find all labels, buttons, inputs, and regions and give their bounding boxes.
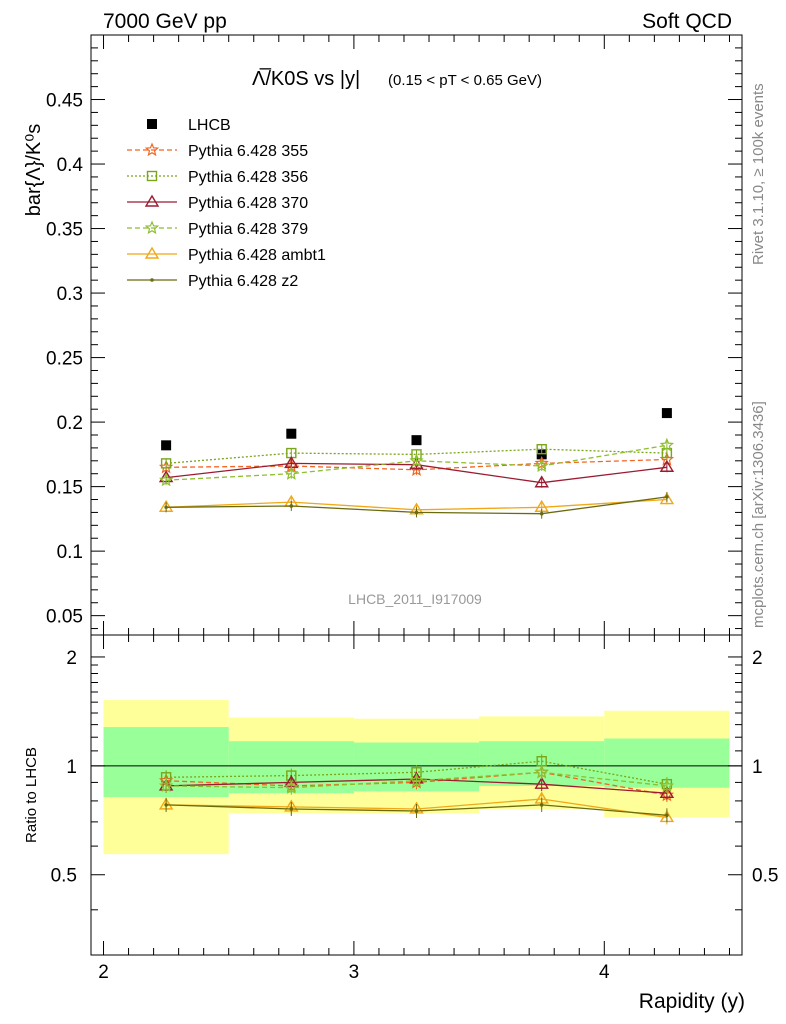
main-title: Λ̅/K0S vs |y| (252, 67, 360, 90)
legend: LHCB Pythia 6.428 355 Pythia 6.428 356 Pyth… (127, 117, 326, 290)
main-panel: 0.05 0.1 0.15 0.2 0.25 0.3 0.35 0.4 0.45 Λ̅/K0S … (23, 34, 743, 636)
watermark: LHCB_2011_I917009 (348, 591, 482, 607)
legend-label: LHCB (188, 117, 231, 134)
series-line (166, 448, 667, 465)
legend-item-lhcb: LHCB (147, 117, 231, 134)
data-point (409, 462, 424, 476)
data-point (284, 466, 299, 480)
header-left: 7000 GeV pp (103, 10, 227, 33)
data-point (161, 440, 172, 451)
ratio-data-point (158, 778, 174, 793)
legend-label: Pythia 6.428 379 (188, 221, 308, 238)
x-tick-label: 2 (98, 962, 109, 983)
main-y-tick-label: 0.3 (57, 284, 83, 305)
data-point (536, 443, 547, 455)
legend-item-pythia-6-428-ambt1: Pythia 6.428 ambt1 (127, 246, 326, 264)
ratio-panel-frame (90, 634, 743, 956)
ratio-data-point (289, 807, 294, 811)
main-y-tick-label: 0.05 (46, 607, 83, 628)
data-point (539, 511, 544, 516)
x-tick-label: 4 (599, 962, 610, 983)
main-y-label: bar{Λ}/K⁰s (23, 124, 45, 217)
ratio-data-point (539, 803, 544, 807)
legend-item-pythia-6-428-z2: Pythia 6.428 z2 (127, 273, 298, 290)
header-right: Soft QCD (642, 10, 732, 33)
main-x-ticks (103, 35, 730, 635)
legend-marker (150, 278, 154, 282)
ratio-data-point (665, 813, 669, 818)
legend-label: Pythia 6.428 356 (188, 169, 308, 186)
data-point (665, 495, 669, 499)
data-point (659, 459, 675, 472)
ratio-data-point (164, 803, 168, 807)
data-point (414, 510, 419, 515)
ratio-y-tick-label-right: 1 (752, 757, 763, 778)
ratio-data-point (659, 785, 675, 798)
legend-marker (144, 194, 160, 207)
data-point (158, 472, 174, 487)
data-point (409, 453, 424, 467)
data-point (661, 408, 672, 419)
ratio-y-tick-label-right: 0.5 (752, 866, 778, 887)
ratio-data-point (534, 764, 549, 779)
ratio-series-pythia-6-428-379 (158, 764, 675, 795)
legend-label: Pythia 6.428 355 (188, 143, 308, 160)
series-pythia-6-428-z2 (164, 491, 669, 519)
ratio-x-axis: 2 3 4 (98, 635, 730, 983)
ratio-y-tick-label: 0.5 (51, 866, 77, 887)
main-y-axis: 0.05 0.1 0.15 0.2 0.25 0.3 0.35 0.4 0.45 (46, 47, 742, 630)
main-y-tick-label: 0.1 (57, 542, 83, 563)
legend-item-pythia-6-428-356: Pythia 6.428 356 (127, 169, 308, 186)
x-axis-label: Rapidity (y) (639, 990, 745, 1013)
legend-marker (147, 119, 157, 129)
data-point (659, 492, 675, 505)
data-point (164, 505, 168, 510)
data-point (286, 428, 297, 439)
ratio-data-point (659, 778, 675, 793)
data-point (534, 475, 549, 488)
legend-item-pythia-6-428-355: Pythia 6.428 355 (127, 142, 308, 160)
rivet-label: Rivet 3.1.10, ≥ 100k events (750, 83, 767, 265)
data-point (411, 435, 422, 446)
main-y-tick-label: 0.15 (46, 478, 83, 499)
ratio-y-label: Ratio to LHCB (23, 747, 40, 843)
ratio-y-tick-label-right: 2 (752, 648, 763, 669)
ratio-y-tick-label: 2 (66, 648, 77, 669)
ratio-plot-area (91, 700, 742, 855)
main-y-tick-label: 0.25 (46, 349, 83, 370)
ratio-series-pythia-6-428-z2 (164, 797, 669, 823)
legend-item-pythia-6-428-379: Pythia 6.428 379 (127, 220, 308, 238)
ratio-data-point (534, 776, 549, 789)
main-plot-area (158, 408, 675, 519)
data-point (659, 437, 675, 452)
main-y-tick-label: 0.4 (57, 155, 84, 176)
main-y-tick-label: 0.2 (57, 413, 83, 434)
ratio-data-point (414, 809, 419, 813)
data-point (289, 504, 294, 508)
ratio-data-point (409, 773, 424, 787)
ratio-y-tick-label: 1 (66, 757, 77, 778)
legend-item-pythia-6-428-370: Pythia 6.428 370 (127, 194, 308, 212)
ratio-y-axis: 0.5 0.5 1 1 2 2 (51, 648, 778, 911)
ratio-data-point (284, 780, 299, 794)
data-point (534, 458, 549, 473)
ratio-panel: 0.5 0.5 1 1 2 2 2 3 4 Ratio to LHCB Rapidity (y… (23, 634, 778, 1013)
legend-marker (144, 220, 160, 235)
x-tick-label: 3 (349, 962, 360, 983)
legend-marker (144, 142, 160, 157)
legend-marker (144, 246, 160, 259)
mcplots-label: mcplots.cern.ch [arXiv:1306.3436] (750, 401, 767, 628)
legend-label: Pythia 6.428 ambt1 (188, 247, 326, 264)
legend-label: Pythia 6.428 370 (188, 195, 308, 212)
main-y-tick-label: 0.45 (46, 91, 83, 112)
main-y-tick-label: 0.35 (46, 220, 83, 241)
series-pythia-6-428-379 (158, 437, 675, 487)
data-point (160, 458, 172, 469)
legend-label: Pythia 6.428 z2 (188, 273, 298, 290)
main-subtitle: (0.15 < pT < 0.65 GeV) (388, 72, 542, 89)
legend-marker (146, 170, 158, 182)
